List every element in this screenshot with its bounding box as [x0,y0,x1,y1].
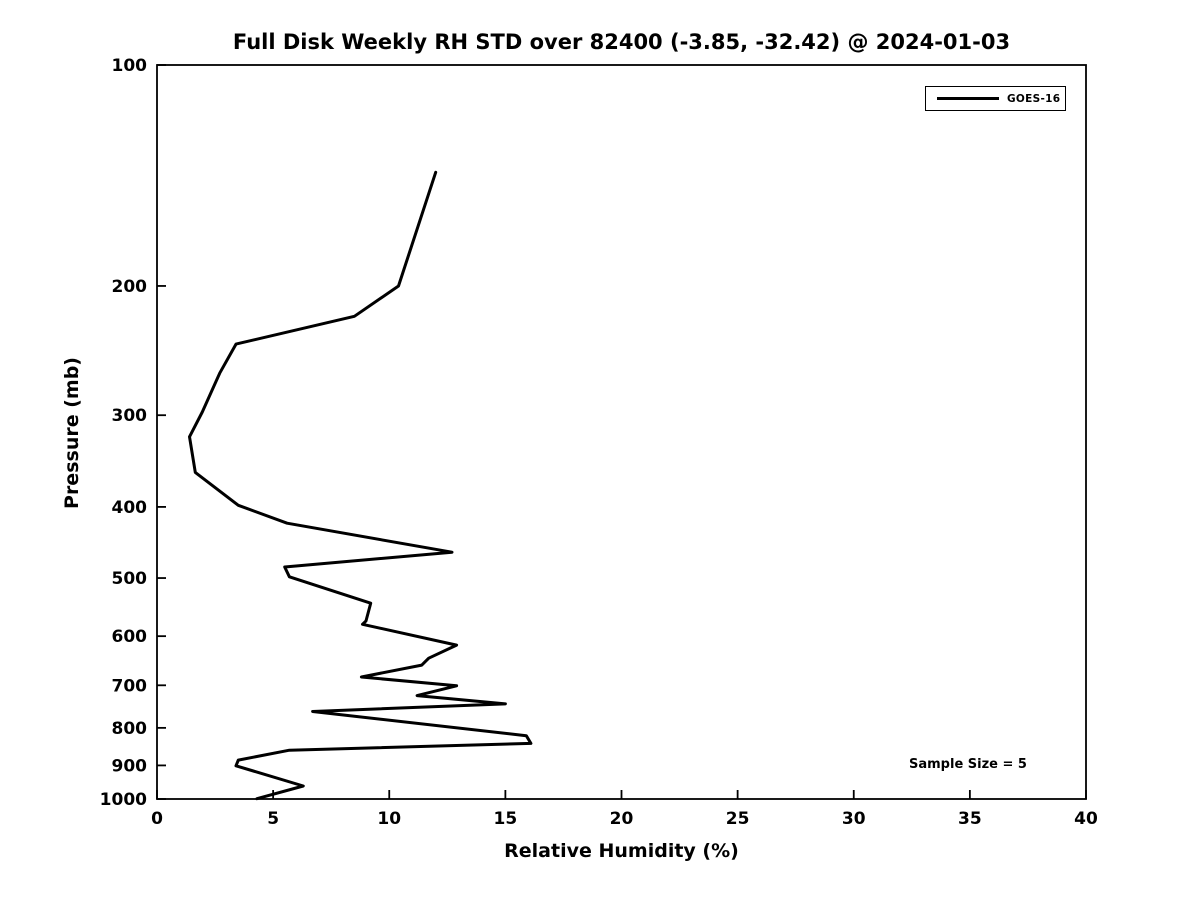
x-tick-label: 30 [842,809,866,829]
y-tick-label: 400 [112,498,148,518]
legend-label: GOES-16 [1007,92,1061,105]
x-tick-label: 35 [958,809,982,829]
x-tick-label: 10 [377,809,401,829]
y-tick-label: 700 [112,676,148,696]
legend: GOES-16 [925,86,1066,111]
axes-box [156,64,1087,800]
y-tick-label: 200 [112,277,148,297]
x-tick-label: 15 [494,809,518,829]
x-tick-label: 0 [151,809,163,829]
x-tick-label: 20 [610,809,634,829]
y-tick-label: 500 [112,569,148,589]
x-tick-label: 25 [726,809,750,829]
x-axis-label: Relative Humidity (%) [504,840,739,862]
y-tick-label: 800 [112,719,148,739]
chart-title: Full Disk Weekly RH STD over 82400 (-3.8… [232,30,1011,54]
sample-size-annotation: Sample Size = 5 [909,757,1027,772]
x-tick-label: 5 [267,809,279,829]
y-tick-label: 1000 [100,790,147,810]
data-line-goes-16 [188,170,533,801]
y-tick-label: 300 [112,406,148,426]
x-tick-label: 40 [1074,809,1098,829]
y-tick-label: 600 [112,627,148,647]
y-tick-label: 100 [112,56,148,76]
y-tick-label: 900 [112,756,148,776]
legend-line-sample [937,97,999,100]
